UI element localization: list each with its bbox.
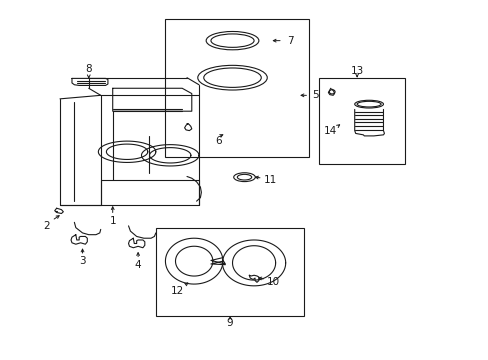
- Text: 7: 7: [286, 36, 293, 46]
- Text: 9: 9: [226, 318, 233, 328]
- Text: 10: 10: [266, 277, 279, 287]
- Text: 12: 12: [170, 286, 183, 296]
- Text: 4: 4: [135, 260, 141, 270]
- Text: 5: 5: [311, 90, 318, 100]
- Text: 8: 8: [85, 64, 92, 74]
- Text: 6: 6: [214, 136, 221, 146]
- Text: 13: 13: [350, 66, 363, 76]
- Text: 1: 1: [109, 216, 116, 226]
- Bar: [165, 19, 308, 157]
- Text: 2: 2: [43, 221, 50, 231]
- Bar: [318, 78, 404, 164]
- Bar: [156, 228, 304, 316]
- Text: 3: 3: [79, 256, 86, 266]
- Text: 14: 14: [324, 126, 337, 136]
- Text: 11: 11: [264, 175, 277, 185]
